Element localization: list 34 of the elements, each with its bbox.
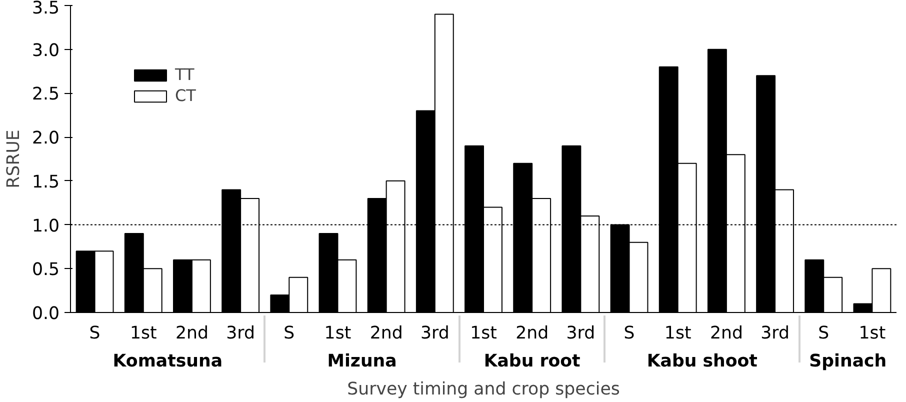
x-tick-label: S [624,324,635,344]
y-tick-label: 2.0 [32,128,60,149]
y-tick-label: 2.5 [32,84,60,105]
x-tick-label: S [89,324,100,344]
x-tick-label: 2nd [710,324,743,344]
y-tick-label: 0.0 [32,304,60,324]
x-tick-label: S [284,324,295,344]
x-axis-title: Survey timing and crop species [347,380,620,400]
text: Komatsuna [112,352,223,372]
text: Spinach [809,352,887,372]
text: Mizuna [327,352,397,372]
x-tick-label: 3rd [226,324,255,344]
y-axis-title: RSRUE [4,130,24,188]
legend-label: TT [175,65,195,84]
x-tick-label: 2nd [370,324,403,344]
y-tick-label: 3.0 [32,40,60,61]
legend-label: CT [175,86,196,105]
x-tick-label: 2nd [175,324,208,344]
x-tick-label: 1st [130,324,158,344]
x-tick-label: 1st [858,324,886,344]
x-tick-label: 1st [664,324,692,344]
x-tick-label: 3rd [420,324,450,344]
y-tick-label: 1.0 [32,216,60,236]
text: Kabu root [484,352,580,372]
y-tick-label: 3.5 [32,0,60,18]
x-tick-label: 2nd [516,324,549,344]
y-tick-label: 1.5 [32,172,60,192]
y-tick-label: 0.5 [32,260,60,280]
x-tick-label: 3rd [760,324,790,344]
x-tick-label: S [818,324,830,344]
x-tick-label: 1st [470,324,498,344]
x-tick-label: 3rd [566,324,596,344]
x-tick-label: 1st [324,324,352,344]
text: Kabu shoot [646,352,758,372]
